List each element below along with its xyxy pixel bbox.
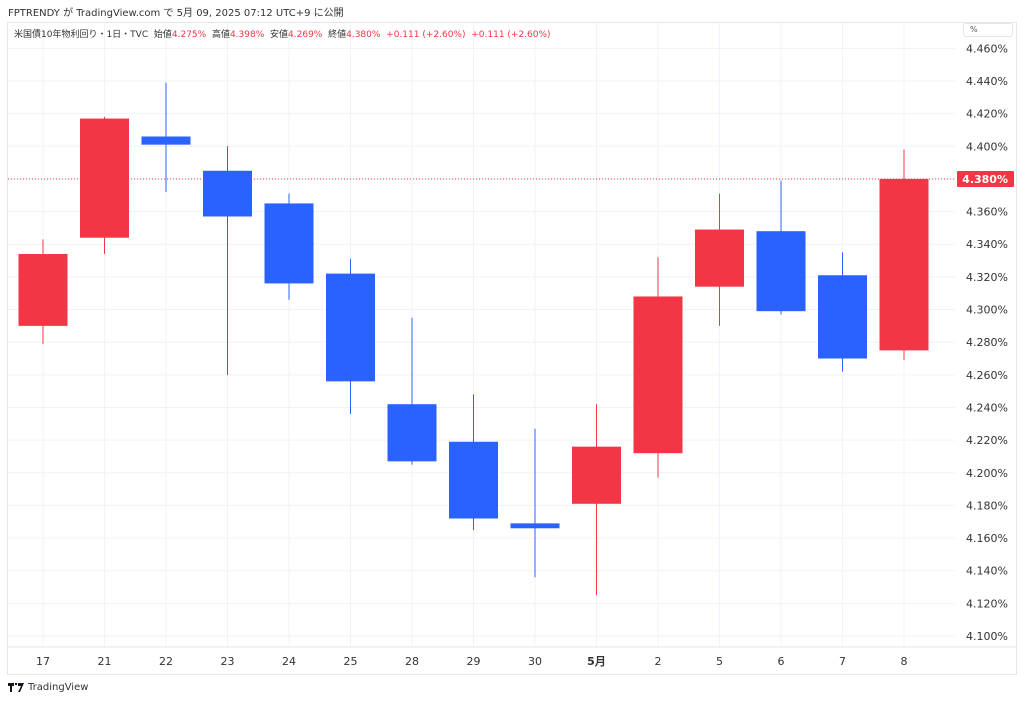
- y-tick-label: 4.420%: [966, 108, 1008, 121]
- x-tick-label: 28: [405, 655, 419, 668]
- y-tick-label: 4.220%: [966, 434, 1008, 447]
- candle-body: [572, 446, 621, 504]
- candle-body: [633, 296, 683, 454]
- last-price-badge: [957, 170, 1014, 187]
- y-tick-label: 4.460%: [966, 42, 1008, 55]
- y-tick-label: 4.340%: [966, 238, 1008, 251]
- y-tick-label: 4.140%: [966, 565, 1008, 578]
- high-value: 4.398%: [229, 30, 265, 40]
- low-value: 4.269%: [288, 30, 323, 40]
- x-tick-label: 30: [528, 655, 542, 668]
- candle-body: [695, 229, 744, 287]
- footer-brand[interactable]: TradingView: [28, 682, 89, 693]
- symbol-label[interactable]: 米国債10年物利回り・1日・TVC: [14, 30, 149, 40]
- x-tick-label: 21: [98, 655, 112, 668]
- chart-frame: [7, 22, 1017, 675]
- x-tick-label: 25: [344, 655, 358, 668]
- candle-body: [756, 231, 806, 312]
- unit-button[interactable]: %: [963, 23, 1013, 37]
- y-tick-label: 4.360%: [966, 206, 1008, 219]
- change-value: +0.111 (+2.60%): [386, 30, 466, 40]
- y-tick-label: 4.280%: [966, 336, 1008, 349]
- candle-body: [449, 441, 498, 519]
- candle-body: [879, 178, 929, 351]
- y-tick-label: 4.160%: [966, 532, 1008, 545]
- candle-body: [818, 275, 867, 359]
- y-tick-label: 4.400%: [966, 140, 1008, 153]
- candle-body: [18, 254, 68, 326]
- y-tick-label: 4.120%: [966, 597, 1008, 610]
- high-label: 高値: [211, 30, 230, 40]
- change-value-2: +0.111 (+2.60%): [471, 30, 551, 40]
- footer: TradingView: [8, 682, 88, 693]
- y-tick-label: 4.100%: [966, 630, 1008, 643]
- open-label: 始値: [153, 30, 172, 40]
- candle-body: [387, 404, 437, 462]
- x-tick-label: 2: [655, 655, 662, 668]
- candle-body: [326, 273, 375, 382]
- x-tick-label: 5月: [587, 655, 606, 668]
- low-label: 安値: [270, 30, 289, 40]
- x-tick-label: 29: [467, 655, 481, 668]
- candle-body: [141, 136, 191, 145]
- y-tick-label: 4.240%: [966, 401, 1008, 414]
- publisher-line: FPTRENDY が TradingView.com で 5月 09, 2025…: [8, 8, 344, 19]
- chart-legend: 米国債10年物利回り・1日・TVC 始値4.275% 高値4.398% 安値4.…: [14, 27, 551, 40]
- candle-body: [264, 203, 314, 284]
- x-tick-label: 8: [901, 655, 908, 668]
- candle-body: [203, 170, 252, 217]
- y-tick-label: 4.200%: [966, 467, 1008, 480]
- y-tick-label: 4.260%: [966, 369, 1008, 382]
- y-tick-label: 4.300%: [966, 304, 1008, 317]
- x-tick-label: 22: [159, 655, 173, 668]
- close-value: 4.380%: [346, 30, 381, 40]
- y-tick-label: 4.440%: [966, 75, 1008, 88]
- x-tick-label: 6: [778, 655, 785, 668]
- close-label: 終値: [328, 30, 347, 40]
- x-tick-label: 7: [839, 655, 846, 668]
- x-tick-label: 24: [282, 655, 296, 668]
- x-tick-label: 17: [36, 655, 50, 668]
- open-value: 4.275%: [171, 30, 207, 40]
- y-tick-label: 4.320%: [966, 271, 1008, 284]
- y-tick-label: 4.180%: [966, 499, 1008, 512]
- tradingview-logo-icon: [8, 683, 24, 692]
- x-tick-label: 5: [716, 655, 723, 668]
- candle-body: [80, 118, 129, 238]
- candle-body: [510, 523, 560, 529]
- last-price-label: 4.380%: [962, 173, 1008, 186]
- x-tick-label: 23: [221, 655, 235, 668]
